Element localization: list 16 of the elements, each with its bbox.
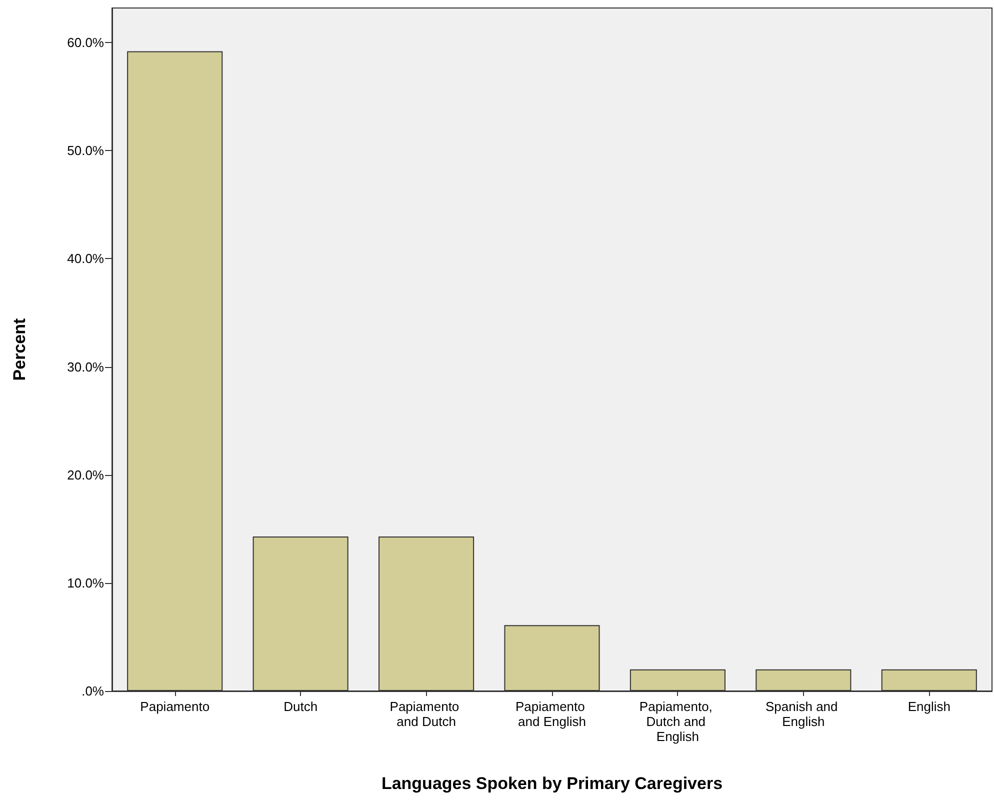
x-tick-label: Dutch (284, 699, 318, 714)
x-tick-label: English (908, 699, 950, 714)
y-tick-label: 10.0% (67, 575, 104, 590)
x-tick-label: Papiamento and Dutch (390, 699, 463, 729)
x-tick-label: Papiamento (140, 699, 210, 714)
x-tick-label: Papiamento and English (516, 699, 588, 729)
y-tick-label: 20.0% (67, 467, 104, 482)
y-tick-label: 50.0% (67, 143, 104, 158)
y-axis-title: Percent (10, 318, 29, 381)
x-axis-title: Languages Spoken by Primary Caregivers (381, 774, 723, 793)
y-tick-label: 30.0% (67, 359, 104, 374)
x-tick-label: Papiamento, Dutch and English (639, 699, 716, 744)
y-tick-label: 40.0% (67, 251, 104, 266)
y-tick-label: .0% (82, 684, 104, 698)
y-tick-label: 60.0% (67, 35, 104, 50)
x-tick-label: Spanish and English (765, 699, 842, 729)
